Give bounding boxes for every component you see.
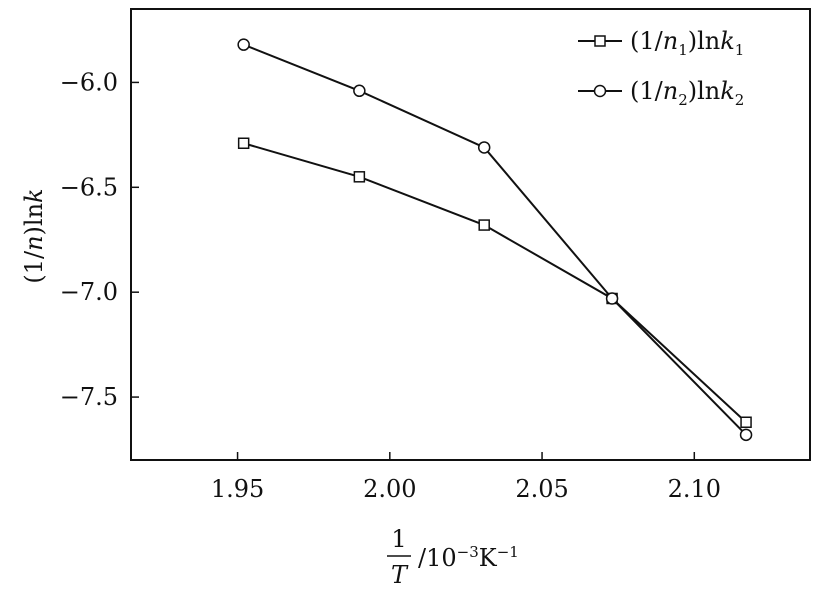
legend-label-1-n: n — [663, 27, 678, 55]
legend-label-2-mid: )ln — [688, 77, 721, 105]
legend-marker-circle — [593, 84, 607, 98]
legend-label-1-mid: )ln — [688, 27, 721, 55]
legend-label-2-k: k — [720, 77, 735, 105]
series-layer — [237, 38, 753, 442]
y-tick-label: −7.5 — [60, 383, 118, 411]
y-axis-title-k: k — [20, 188, 48, 203]
y-axis-title-prefix: (1/ — [20, 250, 48, 284]
legend-entry-2: (1/n2)lnk2 — [578, 77, 744, 109]
x-tick-label: 1.95 — [211, 475, 264, 503]
data-point-square — [478, 219, 490, 231]
series-line-1 — [243, 142, 747, 423]
x-tick-label: 2.10 — [668, 475, 721, 503]
x-axis-unit-prefix: /10 — [418, 544, 457, 572]
x-axis-unit-k-exp: −1 — [497, 543, 519, 561]
x-axis-title-denominator: T — [391, 561, 409, 589]
legend-label-2-prefix: (1/ — [630, 77, 664, 105]
x-tick-label: 2.05 — [515, 475, 568, 503]
data-point-square — [237, 137, 250, 150]
legend-label-2: (1/n2)lnk2 — [630, 77, 744, 109]
y-axis-title: (1/n)lnk — [20, 188, 48, 283]
x-axis-title-unit: /10−3K−1 — [418, 543, 519, 572]
axis-ticks — [131, 81, 696, 460]
legend: (1/n1)lnk1 (1/n2)lnk2 — [578, 27, 744, 109]
x-tick-label: 2.00 — [363, 475, 416, 503]
x-axis-title-numerator: 1 — [391, 525, 406, 553]
data-point-circle — [237, 38, 250, 51]
legend-label-1: (1/n1)lnk1 — [630, 27, 744, 59]
data-point-square — [740, 416, 752, 428]
data-point-square — [353, 171, 366, 183]
y-axis-title-n: n — [20, 235, 48, 250]
legend-label-1-k-sub: 1 — [735, 41, 745, 59]
data-point-circle — [605, 292, 619, 305]
data-point-circle — [477, 141, 491, 154]
legend-label-2-n: n — [663, 77, 678, 105]
legend-entry-1: (1/n1)lnk1 — [578, 27, 744, 59]
data-point-circle — [739, 428, 753, 442]
legend-label-1-n-sub: 1 — [678, 41, 688, 59]
legend-label-2-n-sub: 2 — [678, 91, 688, 109]
y-tick-label: −7.0 — [60, 278, 118, 306]
y-tick-label: −6.0 — [60, 68, 118, 96]
x-axis-unit-k: K — [479, 544, 498, 572]
legend-label-1-prefix: (1/ — [630, 27, 664, 55]
legend-label-2-k-sub: 2 — [735, 91, 745, 109]
axis-tick-labels: 1.95 2.00 2.05 2.10 −6.0 −6.5 −7.0 −7.5 — [60, 68, 721, 503]
legend-label-1-k: k — [720, 27, 735, 55]
x-axis-unit-exp: −3 — [457, 543, 479, 561]
x-axis-title: 1 T /10−3K−1 — [387, 525, 519, 589]
y-tick-label: −6.5 — [60, 173, 118, 201]
plot-frame — [130, 8, 811, 461]
data-point-circle — [353, 84, 366, 98]
legend-marker-square — [594, 35, 606, 47]
y-axis-title-suffix: )ln — [20, 203, 48, 236]
